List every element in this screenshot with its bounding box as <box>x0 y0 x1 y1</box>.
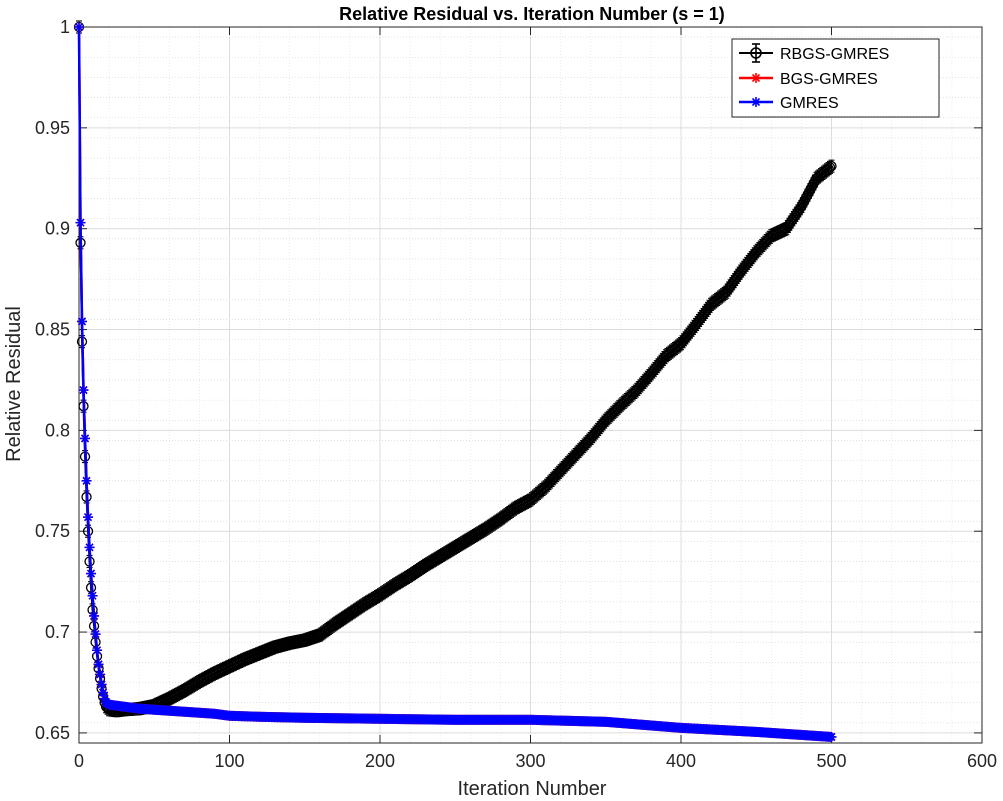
data-point <box>826 731 837 742</box>
legend-label-rbgs-gmres: RBGS-GMRES <box>780 46 889 63</box>
data-point <box>75 217 86 228</box>
legend-entry-rbgs-gmres: RBGS-GMRES <box>739 43 889 63</box>
data-point <box>96 679 107 690</box>
axis-ticks <box>78 26 983 743</box>
y-axis-label: Relative Residual <box>3 306 25 462</box>
x-tick-label: 200 <box>365 751 395 771</box>
data-point <box>92 645 103 656</box>
y-tick-label: 0.75 <box>35 521 70 541</box>
data-point <box>81 475 92 486</box>
y-tick-labels: 0.65 0.7 0.75 0.8 0.85 0.9 0.95 1 <box>35 17 70 743</box>
data-point <box>84 542 95 553</box>
legend-marker-bgs-gmres <box>751 73 761 83</box>
x-tick-label: 600 <box>967 751 997 771</box>
data-point <box>95 669 106 680</box>
y-tick-label: 0.7 <box>45 622 70 642</box>
series-gmres <box>74 22 837 742</box>
data-point <box>826 159 837 173</box>
data-point <box>74 22 84 32</box>
x-tick-label: 100 <box>214 751 244 771</box>
y-tick-label: 0.8 <box>45 420 70 440</box>
x-tick-label: 500 <box>816 751 846 771</box>
data-point <box>78 385 89 396</box>
chart-title: Relative Residual vs. Iteration Number (… <box>339 4 725 24</box>
data-point <box>77 316 88 327</box>
data-point <box>87 590 98 601</box>
legend-label-bgs-gmres: BGS-GMRES <box>780 71 878 88</box>
data-point <box>98 687 109 698</box>
y-tick-label: 0.9 <box>45 219 70 239</box>
legend: RBGS-GMRES BGS-GMRES GMRES <box>731 38 940 118</box>
legend-entry-bgs-gmres: BGS-GMRES <box>739 71 878 88</box>
data-point <box>83 512 94 523</box>
x-tick-label: 0 <box>74 751 84 771</box>
y-tick-label: 1 <box>60 17 70 37</box>
legend-marker-gmres <box>751 97 761 107</box>
x-axis-label: Iteration Number <box>458 778 607 800</box>
legend-entry-gmres: GMRES <box>739 95 839 112</box>
legend-label-gmres: GMRES <box>780 95 839 112</box>
y-tick-label: 0.65 <box>35 723 70 743</box>
data-point <box>90 629 101 640</box>
data-point <box>89 610 100 621</box>
data-point <box>86 568 97 579</box>
series-layer <box>73 20 837 742</box>
data-point <box>93 659 104 670</box>
x-tick-label: 300 <box>515 751 545 771</box>
x-tick-label: 400 <box>666 751 696 771</box>
data-point <box>80 433 91 444</box>
y-tick-label: 0.85 <box>35 320 70 340</box>
x-tick-labels: 0 100 200 300 400 500 600 <box>74 751 997 771</box>
y-tick-label: 0.95 <box>35 118 70 138</box>
